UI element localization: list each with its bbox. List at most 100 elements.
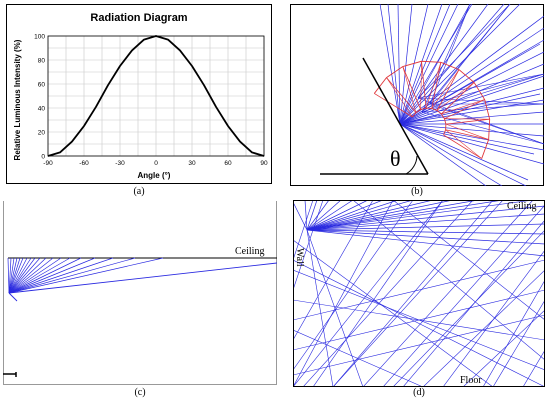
lobe-spoke bbox=[386, 77, 417, 113]
ray-b bbox=[379, 4, 401, 125]
ray-b bbox=[399, 123, 544, 151]
y-tick-label: 40 bbox=[38, 105, 46, 112]
ray-diagram-c-svg: Ceiling bbox=[3, 201, 277, 385]
ray-c bbox=[8, 257, 62, 294]
ray-d bbox=[306, 200, 479, 231]
ray-d bbox=[306, 200, 342, 231]
lobe-diagonal bbox=[402, 66, 417, 113]
lobe-diagonal bbox=[441, 99, 485, 115]
wall-label-d: Wall bbox=[294, 248, 305, 267]
ray-d bbox=[392, 229, 545, 387]
ray-d bbox=[362, 200, 534, 387]
ray-d bbox=[293, 259, 545, 321]
ray-c bbox=[8, 257, 12, 294]
lobe-spoke bbox=[444, 99, 485, 120]
lobe-spoke bbox=[374, 93, 413, 118]
ray-b bbox=[417, 4, 471, 99]
ray-c bbox=[8, 257, 18, 294]
lobe-diagonal bbox=[420, 61, 422, 110]
x-tick-label: 0 bbox=[154, 160, 158, 167]
ceiling-label-c: Ceiling bbox=[235, 246, 264, 257]
ray-b bbox=[399, 4, 443, 125]
lobe-diagonal bbox=[445, 123, 489, 140]
ray-d bbox=[482, 279, 545, 387]
caption-d: (d) bbox=[413, 387, 425, 398]
y-tick-label: 60 bbox=[38, 81, 46, 88]
ray-c bbox=[8, 262, 277, 294]
lobe-spoke bbox=[436, 69, 460, 111]
lobe-spoke bbox=[441, 82, 475, 115]
rays-c bbox=[7, 257, 277, 302]
ray-b bbox=[399, 4, 459, 125]
ray-b bbox=[399, 123, 535, 155]
ray-b bbox=[399, 123, 503, 186]
caption-c: (c) bbox=[134, 387, 146, 398]
ray-c bbox=[8, 257, 36, 294]
grid bbox=[47, 35, 265, 157]
ray-c bbox=[7, 257, 10, 294]
ray-d bbox=[293, 201, 308, 231]
ray-d bbox=[306, 200, 414, 231]
x-tick-label: -90 bbox=[43, 160, 53, 167]
ray-d bbox=[306, 223, 545, 231]
theta-label: θ bbox=[390, 146, 401, 171]
x-axis-label: Angle (°) bbox=[138, 171, 171, 180]
lobe-spoke bbox=[421, 61, 427, 109]
ray-d bbox=[306, 200, 434, 231]
lobe-spoke bbox=[443, 134, 482, 159]
ray-d bbox=[293, 200, 374, 341]
x-tick-label: -60 bbox=[79, 160, 89, 167]
ray-d bbox=[332, 200, 494, 387]
x-tick-label: -30 bbox=[115, 160, 125, 167]
ray-c bbox=[8, 257, 28, 294]
ray-b bbox=[399, 4, 521, 125]
lobe-spoke bbox=[445, 129, 489, 140]
ray-d bbox=[293, 200, 314, 261]
ray-c bbox=[8, 257, 82, 294]
ray-b bbox=[399, 123, 487, 186]
ray-b bbox=[421, 73, 544, 113]
ray-b bbox=[399, 123, 527, 186]
intensity-curve bbox=[47, 35, 265, 157]
ray-d bbox=[352, 200, 545, 361]
ray-d bbox=[293, 200, 444, 387]
ray-b bbox=[399, 4, 505, 125]
ray-b bbox=[399, 15, 544, 125]
ray-b bbox=[421, 4, 471, 113]
ray-d bbox=[306, 200, 504, 231]
lobe-diagonal bbox=[444, 118, 490, 120]
y-tick-label: 0 bbox=[41, 153, 45, 160]
ray-d bbox=[382, 204, 545, 387]
ray-b bbox=[429, 73, 544, 105]
radiation-chart-svg: Radiation Diagram Angle (°) Relative Lum… bbox=[6, 4, 272, 184]
chart-frame bbox=[6, 4, 272, 184]
ray-c bbox=[8, 257, 114, 294]
ray-b bbox=[417, 97, 544, 145]
ray-d bbox=[306, 200, 399, 231]
ray-b bbox=[399, 75, 544, 125]
ray-d bbox=[293, 200, 414, 371]
ray-c bbox=[8, 257, 32, 294]
lobe-diagonal bbox=[425, 62, 442, 109]
ray-diagram-b-svg: θ bbox=[290, 4, 544, 186]
panel-a-radiation-chart: Radiation Diagram Angle (°) Relative Lum… bbox=[6, 4, 272, 184]
ray-c bbox=[8, 257, 136, 294]
floor-label-d: Floor bbox=[460, 375, 482, 386]
panel-c-ceiling-rays: Ceiling bbox=[3, 201, 277, 385]
ray-d bbox=[306, 200, 534, 231]
ray-d bbox=[306, 200, 318, 231]
ray-b bbox=[421, 103, 544, 113]
ray-c bbox=[8, 257, 71, 294]
lobe-diagonal bbox=[431, 69, 460, 109]
y-axis-label: Relative Luminous Intensity (%) bbox=[13, 39, 22, 160]
ray-d bbox=[332, 200, 504, 387]
ray-c bbox=[8, 292, 18, 302]
x-tick-label: 60 bbox=[224, 160, 232, 167]
ray-d bbox=[522, 349, 545, 387]
ray-b bbox=[399, 63, 544, 125]
ray-d bbox=[306, 229, 545, 257]
ray-c bbox=[8, 257, 47, 294]
ray-d bbox=[306, 229, 545, 245]
ray-d bbox=[312, 200, 444, 387]
x-tick-label: 90 bbox=[260, 160, 268, 167]
